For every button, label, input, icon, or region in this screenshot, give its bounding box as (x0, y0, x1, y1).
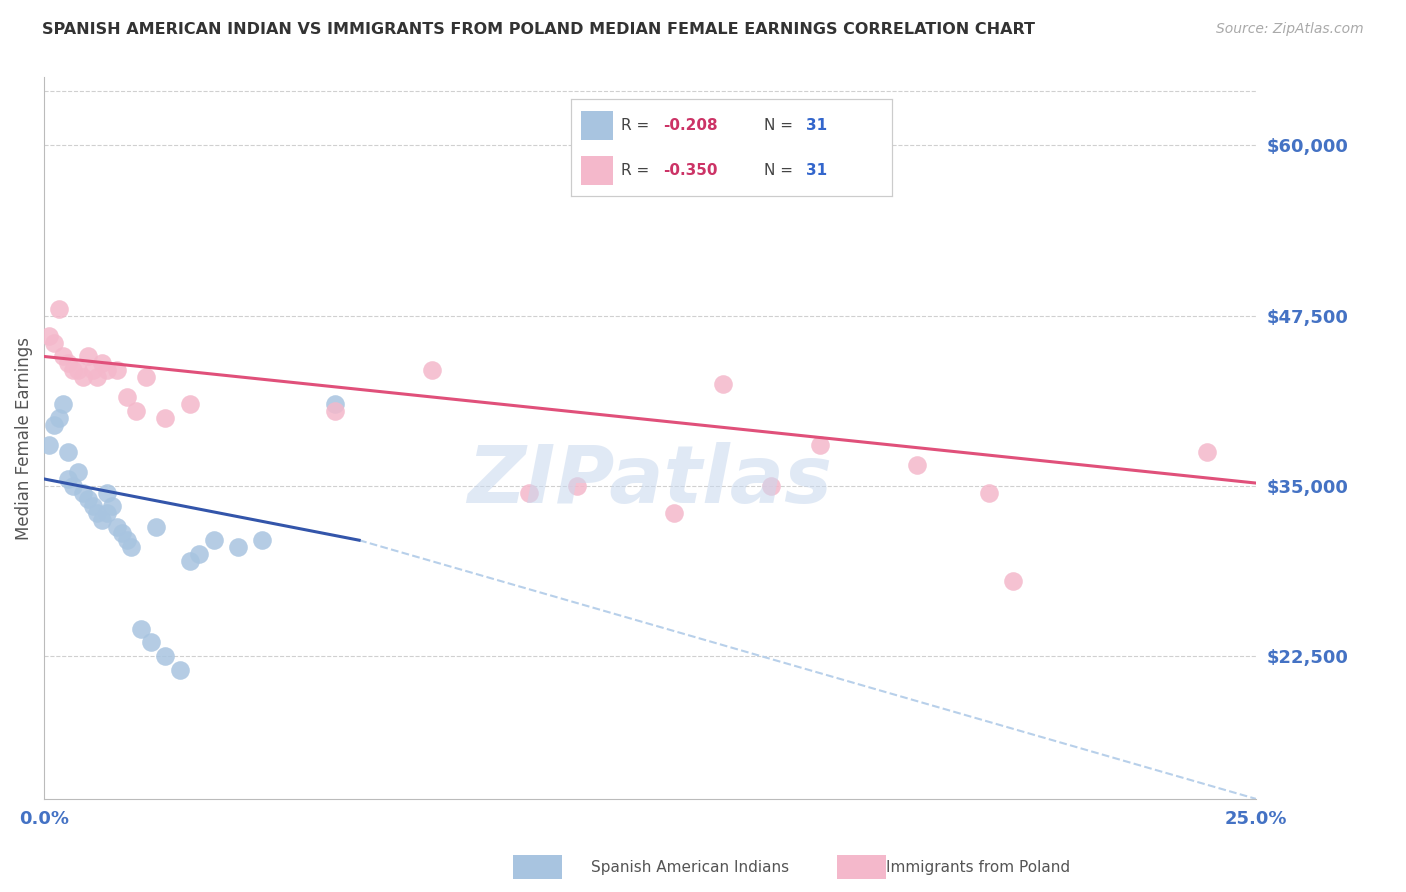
Point (48, 301, 70, 316)
Point (517, 485, 540, 500)
Point (226, 540, 249, 554)
Point (105, 519, 128, 533)
Text: Spanish American Indians: Spanish American Indians (591, 860, 789, 874)
Point (96, 363, 118, 377)
Point (101, 499, 124, 513)
Point (38, 438, 60, 452)
Point (323, 404, 346, 418)
Point (86, 506, 108, 520)
Point (105, 363, 128, 377)
Point (52, 397, 75, 411)
Point (42, 417, 65, 432)
Point (155, 410, 177, 425)
Point (188, 547, 211, 561)
Point (145, 519, 167, 533)
Point (48, 410, 70, 425)
Text: Immigrants from Poland: Immigrants from Poland (886, 860, 1070, 874)
Point (115, 533, 138, 548)
Point (76, 492, 98, 507)
Point (67, 465, 90, 479)
Point (1197, 444, 1219, 458)
Point (115, 390, 138, 404)
Point (67, 363, 90, 377)
Point (86, 370, 108, 384)
Point (808, 438, 831, 452)
Point (111, 526, 134, 541)
Point (179, 397, 201, 411)
Point (96, 506, 118, 520)
Point (155, 648, 177, 663)
Point (202, 533, 225, 548)
Point (979, 485, 1001, 500)
Point (139, 635, 162, 649)
Point (58, 472, 80, 486)
Point (91, 356, 114, 370)
Point (664, 506, 686, 520)
Point (42, 335, 65, 350)
Point (58, 444, 80, 458)
Point (759, 479, 782, 493)
Point (1002, 574, 1025, 588)
Point (120, 540, 142, 554)
Point (169, 663, 191, 677)
Point (72, 485, 94, 500)
Point (91, 513, 114, 527)
Point (905, 458, 928, 473)
Point (38, 329, 60, 343)
Point (82, 499, 104, 513)
Point (420, 363, 443, 377)
Point (125, 404, 148, 418)
Text: SPANISH AMERICAN INDIAN VS IMMIGRANTS FROM POLAND MEDIAN FEMALE EARNINGS CORRELA: SPANISH AMERICAN INDIAN VS IMMIGRANTS FR… (42, 22, 1035, 37)
Point (62, 363, 84, 377)
Point (82, 363, 104, 377)
Point (567, 479, 589, 493)
Y-axis label: Median Female Earnings: Median Female Earnings (15, 336, 32, 540)
Point (96, 485, 118, 500)
Point (135, 370, 157, 384)
Point (323, 397, 346, 411)
Point (58, 356, 80, 370)
Text: ZIPatlas: ZIPatlas (467, 442, 832, 520)
Point (711, 376, 734, 391)
Point (52, 350, 75, 364)
Point (129, 622, 152, 636)
Point (76, 350, 98, 364)
Point (62, 479, 84, 493)
Point (179, 554, 201, 568)
Point (252, 533, 274, 548)
Text: Source: ZipAtlas.com: Source: ZipAtlas.com (1216, 22, 1364, 37)
Point (72, 370, 94, 384)
